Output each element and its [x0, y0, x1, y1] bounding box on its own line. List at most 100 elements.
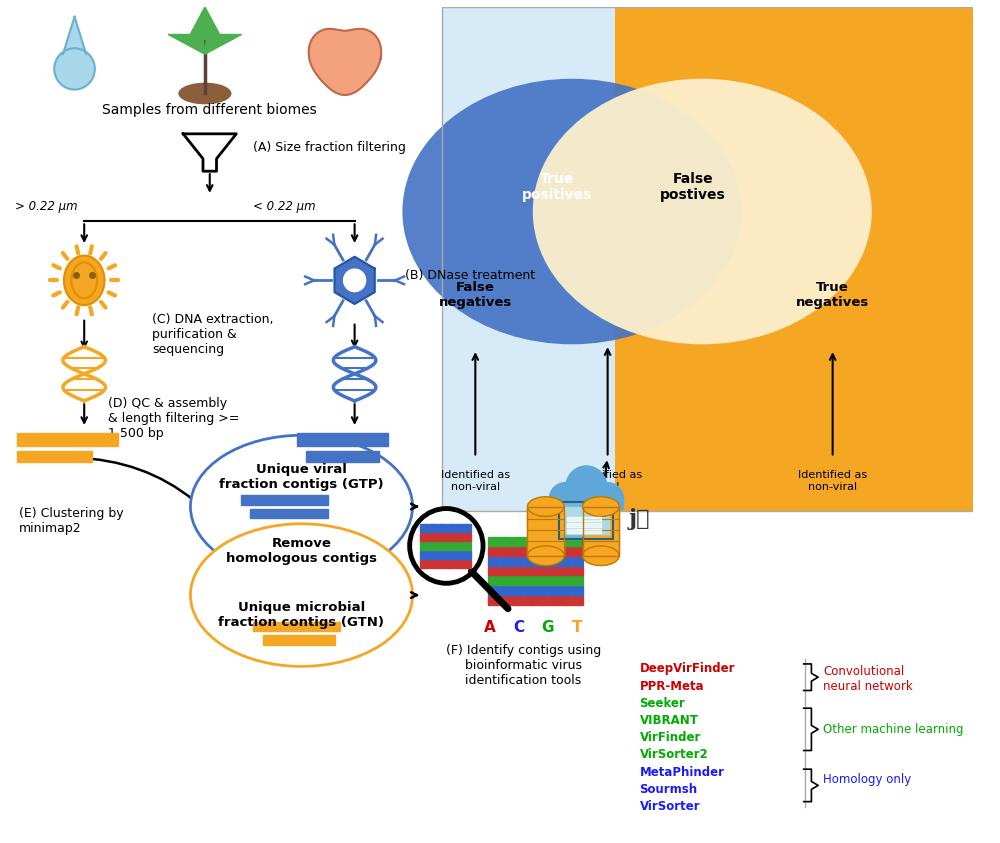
Bar	[512, 547, 523, 556]
Bar	[560, 577, 571, 585]
Bar	[429, 533, 437, 541]
Ellipse shape	[402, 78, 741, 344]
Text: (B) DNase treatment: (B) DNase treatment	[405, 269, 535, 282]
Bar	[438, 550, 445, 559]
Bar	[572, 566, 583, 576]
Bar	[455, 533, 463, 541]
Bar	[524, 566, 535, 576]
Circle shape	[342, 267, 367, 293]
Bar	[438, 524, 445, 532]
Bar	[560, 586, 571, 595]
Bar	[446, 550, 454, 559]
Bar	[567, 518, 601, 521]
Bar	[559, 502, 613, 539]
Bar	[564, 507, 609, 534]
Text: VirFinder: VirFinder	[640, 731, 701, 744]
Bar	[567, 529, 601, 533]
Circle shape	[549, 482, 582, 515]
Bar	[442, 7, 973, 512]
Bar	[464, 560, 471, 567]
Bar	[455, 524, 463, 532]
Bar	[488, 547, 499, 556]
Text: DeepVirFinder: DeepVirFinder	[640, 663, 735, 675]
Bar	[583, 507, 619, 556]
Bar	[464, 524, 471, 532]
Bar	[536, 577, 547, 585]
Bar	[500, 556, 511, 566]
Bar	[548, 577, 559, 585]
Bar	[500, 577, 511, 585]
Bar	[527, 507, 564, 556]
Bar	[524, 547, 535, 556]
Bar	[560, 537, 571, 546]
Circle shape	[54, 48, 95, 89]
Bar	[488, 586, 499, 595]
Bar	[548, 586, 559, 595]
Bar	[536, 586, 547, 595]
Bar	[17, 450, 92, 462]
Text: (F) Identify contigs using
bioinformatic virus
identification tools: (F) Identify contigs using bioinformatic…	[446, 644, 601, 687]
Bar	[536, 556, 547, 566]
Bar	[572, 577, 583, 585]
Circle shape	[591, 482, 624, 515]
Bar	[536, 596, 547, 605]
Ellipse shape	[190, 524, 413, 667]
Bar	[527, 507, 564, 556]
Text: A: A	[484, 620, 496, 635]
Bar	[420, 560, 428, 567]
Text: Identified as
viral: Identified as viral	[573, 470, 642, 491]
Polygon shape	[205, 35, 242, 54]
Text: < 0.22 μm: < 0.22 μm	[253, 201, 316, 213]
Bar	[572, 537, 583, 546]
Bar	[548, 547, 559, 556]
Bar	[420, 533, 428, 541]
Bar	[250, 508, 328, 518]
Bar	[583, 507, 619, 556]
Bar	[429, 542, 437, 550]
Polygon shape	[188, 7, 222, 40]
Bar	[488, 556, 499, 566]
Text: (D) QC & assembly
& length filtering >=
1,500 bp: (D) QC & assembly & length filtering >= …	[108, 396, 240, 439]
Bar	[306, 450, 379, 462]
Circle shape	[583, 493, 610, 520]
Bar	[548, 556, 559, 566]
Bar	[524, 596, 535, 605]
Bar	[429, 524, 437, 532]
Text: True
negatives: True negatives	[796, 281, 869, 309]
Text: Identified as
non-viral: Identified as non-viral	[798, 470, 867, 491]
Bar	[488, 577, 499, 585]
Bar	[455, 560, 463, 567]
Bar	[500, 566, 511, 576]
Bar	[455, 542, 463, 550]
Bar	[560, 596, 571, 605]
Text: Other machine learning: Other machine learning	[823, 723, 963, 736]
Polygon shape	[183, 134, 236, 171]
Text: MetaPhinder: MetaPhinder	[640, 765, 725, 779]
Bar	[446, 542, 454, 550]
Text: Unique microbial
fraction contigs (GTN): Unique microbial fraction contigs (GTN)	[218, 601, 384, 629]
Bar	[524, 586, 535, 595]
Bar	[500, 596, 511, 605]
Bar	[536, 547, 547, 556]
Bar	[488, 537, 499, 546]
Bar	[464, 533, 471, 541]
Bar	[572, 547, 583, 556]
Circle shape	[410, 508, 483, 583]
Polygon shape	[309, 29, 381, 95]
Bar	[446, 560, 454, 567]
Bar	[488, 566, 499, 576]
Ellipse shape	[583, 497, 619, 517]
Bar	[500, 586, 511, 595]
Bar	[615, 7, 973, 512]
Text: (C) DNA extraction,
purification &
sequencing: (C) DNA extraction, purification & seque…	[152, 313, 273, 356]
Ellipse shape	[190, 435, 413, 578]
Text: Sourmsh: Sourmsh	[640, 783, 698, 796]
Text: Homology only: Homology only	[823, 772, 911, 786]
Bar	[536, 537, 547, 546]
Bar	[241, 495, 328, 505]
Bar	[572, 556, 583, 566]
Text: T: T	[571, 620, 582, 635]
Bar	[559, 502, 613, 539]
Bar	[420, 550, 428, 559]
Text: > 0.22 μm: > 0.22 μm	[15, 201, 77, 213]
